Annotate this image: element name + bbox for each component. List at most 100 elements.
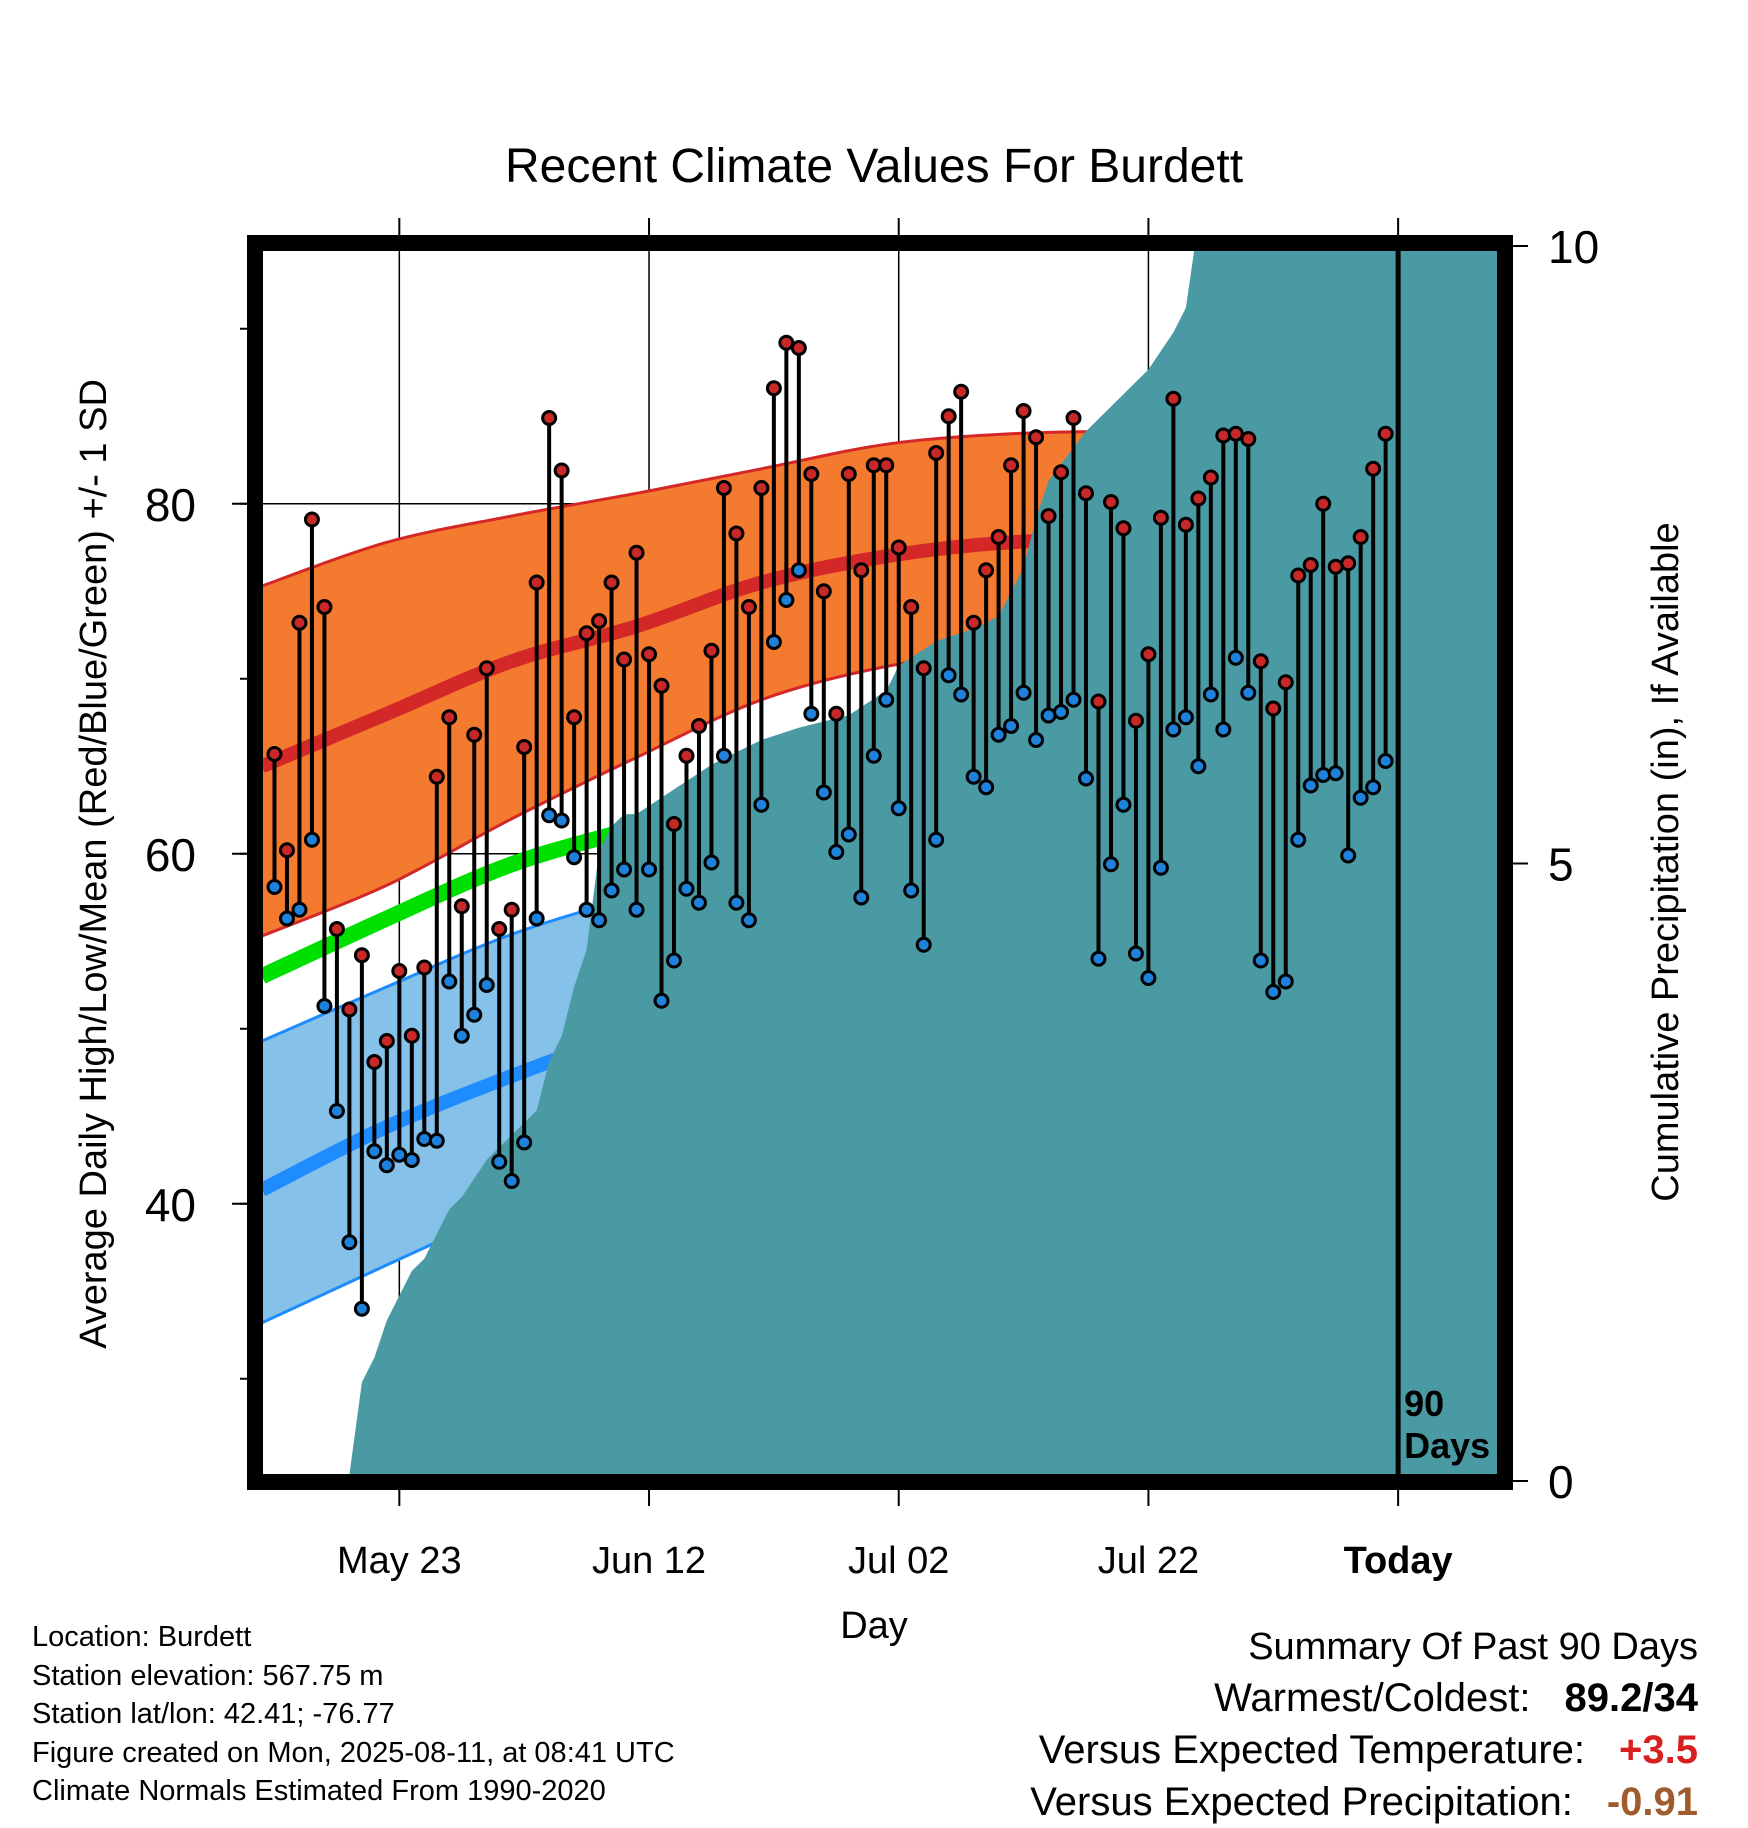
precip-layer: [262, 250, 1498, 1475]
daily-low-point: [703, 854, 720, 871]
daily-high-point: [1377, 425, 1394, 442]
daily-low-point: [878, 691, 895, 708]
daily-high-point: [291, 614, 308, 631]
daily-high-point: [903, 599, 920, 615]
daily-low-point: [616, 861, 633, 878]
daily-high-point: [416, 959, 433, 976]
daily-high-point: [690, 718, 707, 734]
daily-high-point: [566, 709, 583, 726]
daily-high-point: [1352, 529, 1369, 545]
daily-high-point: [765, 380, 782, 397]
daily-low-point: [578, 901, 595, 918]
daily-high-point: [266, 746, 283, 762]
daily-low-point: [853, 889, 870, 906]
daily-low-point: [666, 952, 682, 969]
daily-high-point: [815, 583, 832, 600]
daily-high-point: [441, 709, 458, 726]
daily-high-point: [1290, 567, 1307, 584]
daily-low-point: [453, 1027, 470, 1044]
y-axis-left-label: Average Daily High/Low/Mean (Red/Blue/Gr…: [73, 379, 115, 1349]
daily-low-point: [316, 998, 333, 1014]
daily-low-point: [491, 1153, 508, 1170]
location-text: Location: Burdett: [32, 1621, 252, 1653]
daily-high-point: [753, 480, 770, 496]
daily-high-point: [703, 642, 720, 659]
daily-low-point: [1065, 691, 1082, 708]
daily-low-point: [1015, 684, 1032, 701]
daily-high-point: [878, 457, 895, 474]
daily-high-point: [1065, 410, 1082, 426]
daily-high-point: [1327, 558, 1344, 575]
daily-low-point: [953, 686, 970, 703]
daily-low-point: [1190, 758, 1207, 775]
warmest-coldest-label: Warmest/Coldest:: [1214, 1676, 1531, 1720]
daily-low-point: [653, 992, 670, 1009]
daily-low-point: [1265, 984, 1282, 1000]
daily-low-point: [1053, 704, 1070, 720]
daily-low-point: [1340, 847, 1357, 864]
daily-high-point: [453, 898, 470, 915]
daily-low-point: [341, 1234, 358, 1251]
daily-low-point: [1277, 973, 1294, 990]
daily-high-point: [603, 574, 620, 591]
daily-low-point: [865, 747, 882, 764]
daily-low-point: [815, 784, 832, 801]
daily-low-point: [266, 879, 283, 895]
daily-high-point: [391, 963, 408, 979]
daily-low-point: [1115, 796, 1132, 813]
observations: [266, 334, 1394, 1317]
daily-high-point: [1365, 460, 1382, 477]
daily-low-point: [466, 1006, 483, 1023]
daily-high-point: [790, 340, 807, 356]
daily-high-point: [641, 646, 658, 663]
daily-low-point: [690, 894, 707, 911]
daily-low-point: [803, 705, 820, 722]
daily-low-point: [915, 936, 932, 953]
daily-high-point: [1265, 700, 1282, 717]
daily-high-point: [1202, 469, 1219, 486]
daily-low-point: [628, 901, 645, 918]
daily-high-point: [516, 739, 533, 755]
daily-high-point: [1115, 520, 1132, 537]
daily-low-point: [753, 796, 770, 813]
daily-high-point: [1015, 403, 1032, 419]
daily-low-point: [790, 562, 807, 579]
daily-high-point: [328, 921, 345, 937]
daily-low-point: [1352, 789, 1369, 806]
latlon-text: Station lat/lon: 42.41; -76.77: [32, 1698, 395, 1730]
warmest-coldest-value: 89.2/34: [1564, 1676, 1698, 1720]
daily-low-point: [1327, 765, 1344, 782]
daily-high-point: [678, 747, 695, 764]
station-info: Location: Burdett Station elevation: 567…: [32, 1618, 675, 1811]
daily-high-point: [740, 599, 757, 615]
daily-low-point: [903, 882, 920, 899]
daily-low-point: [840, 826, 857, 843]
daily-low-point: [1290, 831, 1307, 848]
today-marker-label: 90 Days: [1404, 1383, 1490, 1466]
daily-low-point: [1102, 856, 1119, 873]
daily-high-point: [928, 445, 945, 461]
daily-high-point: [890, 539, 907, 556]
daily-high-point: [1140, 646, 1157, 663]
daily-low-point: [1177, 709, 1194, 726]
daily-high-point: [803, 466, 820, 482]
daily-high-point: [528, 574, 545, 591]
daily-low-point: [990, 726, 1007, 743]
daily-high-point: [1190, 490, 1207, 507]
daily-low-point: [1127, 945, 1144, 962]
daily-high-point: [653, 677, 670, 694]
daily-low-point: [1040, 707, 1057, 724]
y-axis-right-label: Cumulative Precipitation (in), If Availa…: [1645, 522, 1687, 1201]
daily-high-point: [1215, 427, 1232, 444]
daily-low-point: [1227, 649, 1244, 666]
daily-low-point: [503, 1173, 520, 1189]
daily-low-point: [978, 779, 995, 796]
daily-low-point: [553, 812, 570, 829]
daily-high-point: [353, 947, 370, 964]
daily-high-point: [1028, 429, 1045, 446]
daily-low-point: [591, 912, 608, 929]
daily-high-point: [341, 1001, 358, 1018]
x-tick-label: Jun 12: [592, 1540, 706, 1582]
daily-low-point: [566, 849, 583, 866]
daily-high-point: [428, 768, 445, 785]
